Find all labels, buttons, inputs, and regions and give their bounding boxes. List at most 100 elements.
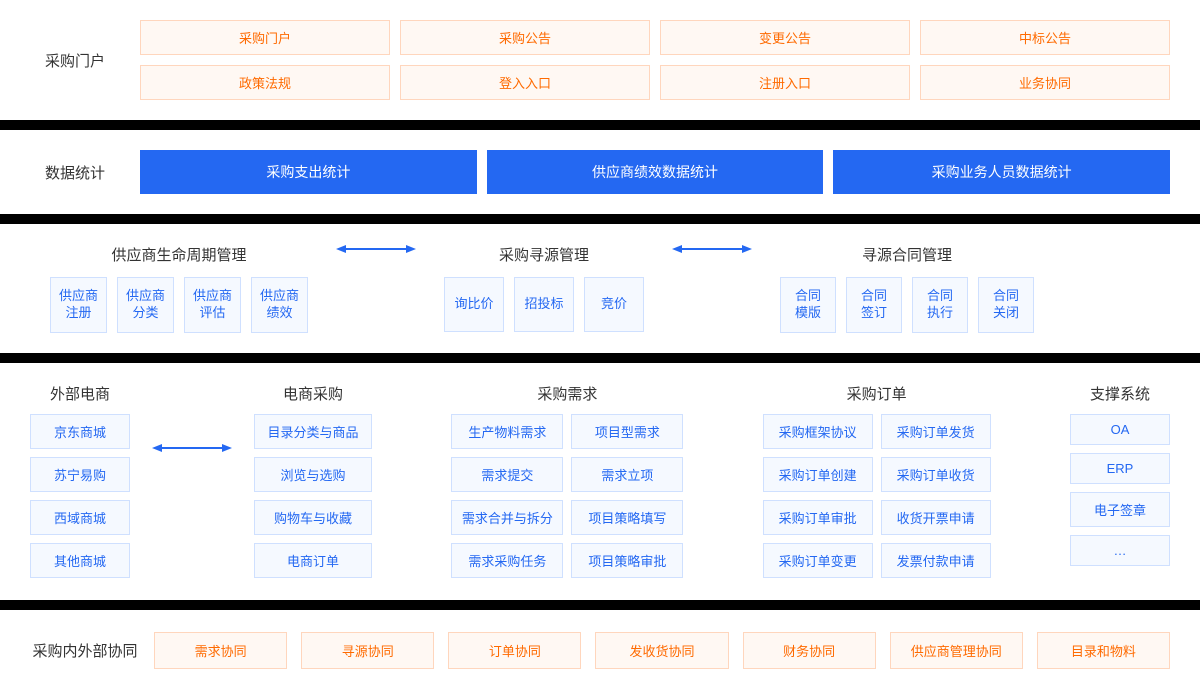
demand-box: 生产物料需求 [451, 414, 563, 449]
group-title: 外部电商 [50, 383, 110, 404]
stats-cell: 供应商绩效数据统计 [487, 150, 824, 194]
contract-box: 合同模版 [780, 277, 836, 333]
collab-cell: 目录和物料 [1037, 632, 1170, 669]
group-title: 电商采购 [283, 383, 343, 404]
portal-cell: 中标公告 [920, 20, 1170, 55]
order-box: 采购订单收货 [881, 457, 991, 492]
ecom-box: 其他商城 [30, 543, 130, 578]
divider [0, 120, 1200, 130]
arrow-bi [644, 244, 780, 268]
lifecycle-box: 供应商评估 [184, 277, 241, 333]
section-collab-label: 采购内外部协同 [30, 640, 140, 661]
group-title: 采购需求 [537, 383, 597, 404]
box-row: 供应商注册 供应商分类 供应商评估 供应商绩效 [50, 277, 308, 333]
double-arrow-icon [152, 443, 232, 453]
ecomp-box: 电商订单 [254, 543, 372, 578]
section-stats-label: 数据统计 [30, 162, 120, 183]
group-title: 寻源合同管理 [862, 244, 952, 265]
portal-cell: 注册入口 [660, 65, 910, 100]
ecomp-box: 目录分类与商品 [254, 414, 372, 449]
box-row: 合同模版 合同签订 合同执行 合同关闭 [780, 277, 1034, 333]
group-ecom-purchase: 电商采购 目录分类与商品 浏览与选购 购物车与收藏 电商订单 [254, 383, 372, 578]
lifecycle-box: 供应商注册 [50, 277, 107, 333]
group-title: 支撑系统 [1090, 383, 1150, 404]
ecom-box: 京东商城 [30, 414, 130, 449]
diagram-canvas: 采购门户 采购门户 采购公告 变更公告 中标公告 政策法规 登入入口 注册入口 … [0, 0, 1200, 691]
stats-cell: 采购业务人员数据统计 [833, 150, 1170, 194]
ecom-box: 西域商城 [30, 500, 130, 535]
group-sourcing: 采购寻源管理 询比价 招投标 竞价 [444, 244, 644, 332]
support-box: … [1070, 535, 1170, 566]
group-title: 采购寻源管理 [499, 244, 589, 265]
group-external-ecom: 外部电商 京东商城 苏宁易购 西域商城 其他商城 [30, 383, 130, 578]
collab-cell: 财务协同 [743, 632, 876, 669]
portal-row-1: 采购门户 采购公告 变更公告 中标公告 [140, 20, 1170, 55]
section-portal: 采购门户 采购门户 采购公告 变更公告 中标公告 政策法规 登入入口 注册入口 … [0, 0, 1200, 120]
ecom-box: 苏宁易购 [30, 457, 130, 492]
contract-box: 合同签订 [846, 277, 902, 333]
sourcing-box: 询比价 [444, 277, 504, 332]
sourcing-box: 竞价 [584, 277, 644, 332]
order-box: 采购订单变更 [763, 543, 873, 578]
collab-cell: 寻源协同 [301, 632, 434, 669]
lifecycle-box: 供应商绩效 [251, 277, 308, 333]
portal-cell: 登入入口 [400, 65, 650, 100]
support-box: 电子签章 [1070, 492, 1170, 527]
demand-box: 需求采购任务 [451, 543, 563, 578]
portal-row-2: 政策法规 登入入口 注册入口 业务协同 [140, 65, 1170, 100]
divider [0, 353, 1200, 363]
portal-cell: 采购门户 [140, 20, 390, 55]
collab-cell: 订单协同 [448, 632, 581, 669]
section-stats: 数据统计 采购支出统计 供应商绩效数据统计 采购业务人员数据统计 [0, 130, 1200, 214]
collab-cell: 供应商管理协同 [890, 632, 1023, 669]
col: 京东商城 苏宁易购 西域商城 其他商城 [30, 414, 130, 578]
portal-cell: 采购公告 [400, 20, 650, 55]
group-title: 采购订单 [847, 383, 907, 404]
demand-box: 项目策略填写 [571, 500, 683, 535]
group-demand: 采购需求 生产物料需求 需求提交 需求合并与拆分 需求采购任务 项目型需求 需求… [451, 383, 683, 578]
support-box: ERP [1070, 453, 1170, 484]
contract-box: 合同关闭 [978, 277, 1034, 333]
arrow-bi [130, 383, 254, 453]
group-supplier-lifecycle: 供应商生命周期管理 供应商注册 供应商分类 供应商评估 供应商绩效 [50, 244, 308, 333]
section-procurement: 外部电商 京东商城 苏宁易购 西域商城 其他商城 电商采购 目录分类与商品 浏览… [0, 363, 1200, 600]
contract-box: 合同执行 [912, 277, 968, 333]
order-box: 采购订单创建 [763, 457, 873, 492]
order-box: 采购订单审批 [763, 500, 873, 535]
section-lifecycle: 供应商生命周期管理 供应商注册 供应商分类 供应商评估 供应商绩效 采购寻源管理… [0, 224, 1200, 353]
divider [0, 600, 1200, 610]
demand-box: 需求合并与拆分 [451, 500, 563, 535]
group-title: 供应商生命周期管理 [112, 244, 247, 265]
stats-row: 采购支出统计 供应商绩效数据统计 采购业务人员数据统计 [140, 150, 1170, 194]
box-row: 询比价 招投标 竞价 [444, 277, 644, 332]
order-box: 发票付款申请 [881, 543, 991, 578]
demand-box: 需求提交 [451, 457, 563, 492]
order-box: 采购订单发货 [881, 414, 991, 449]
col: OA ERP 电子签章 … [1070, 414, 1170, 566]
order-box: 采购框架协议 [763, 414, 873, 449]
group-support: 支撑系统 OA ERP 电子签章 … [1070, 383, 1170, 566]
col-pair: 生产物料需求 需求提交 需求合并与拆分 需求采购任务 项目型需求 需求立项 项目… [451, 414, 683, 578]
ecomp-box: 购物车与收藏 [254, 500, 372, 535]
double-arrow-icon [672, 244, 752, 254]
col: 目录分类与商品 浏览与选购 购物车与收藏 电商订单 [254, 414, 372, 578]
divider [0, 214, 1200, 224]
ecomp-box: 浏览与选购 [254, 457, 372, 492]
section-collab: 采购内外部协同 需求协同 寻源协同 订单协同 发收货协同 财务协同 供应商管理协… [0, 610, 1200, 691]
section-portal-label: 采购门户 [30, 50, 120, 71]
collab-cell: 需求协同 [154, 632, 287, 669]
portal-cell: 业务协同 [920, 65, 1170, 100]
double-arrow-icon [336, 244, 416, 254]
collab-cell: 发收货协同 [595, 632, 728, 669]
col-pair: 采购框架协议 采购订单创建 采购订单审批 采购订单变更 采购订单发货 采购订单收… [763, 414, 991, 578]
arrow-bi [308, 244, 444, 268]
order-box: 收货开票申请 [881, 500, 991, 535]
demand-box: 需求立项 [571, 457, 683, 492]
demand-box: 项目策略审批 [571, 543, 683, 578]
lifecycle-box: 供应商分类 [117, 277, 174, 333]
support-box: OA [1070, 414, 1170, 445]
portal-cell: 政策法规 [140, 65, 390, 100]
group-order: 采购订单 采购框架协议 采购订单创建 采购订单审批 采购订单变更 采购订单发货 … [763, 383, 991, 578]
sourcing-box: 招投标 [514, 277, 574, 332]
stats-cell: 采购支出统计 [140, 150, 477, 194]
